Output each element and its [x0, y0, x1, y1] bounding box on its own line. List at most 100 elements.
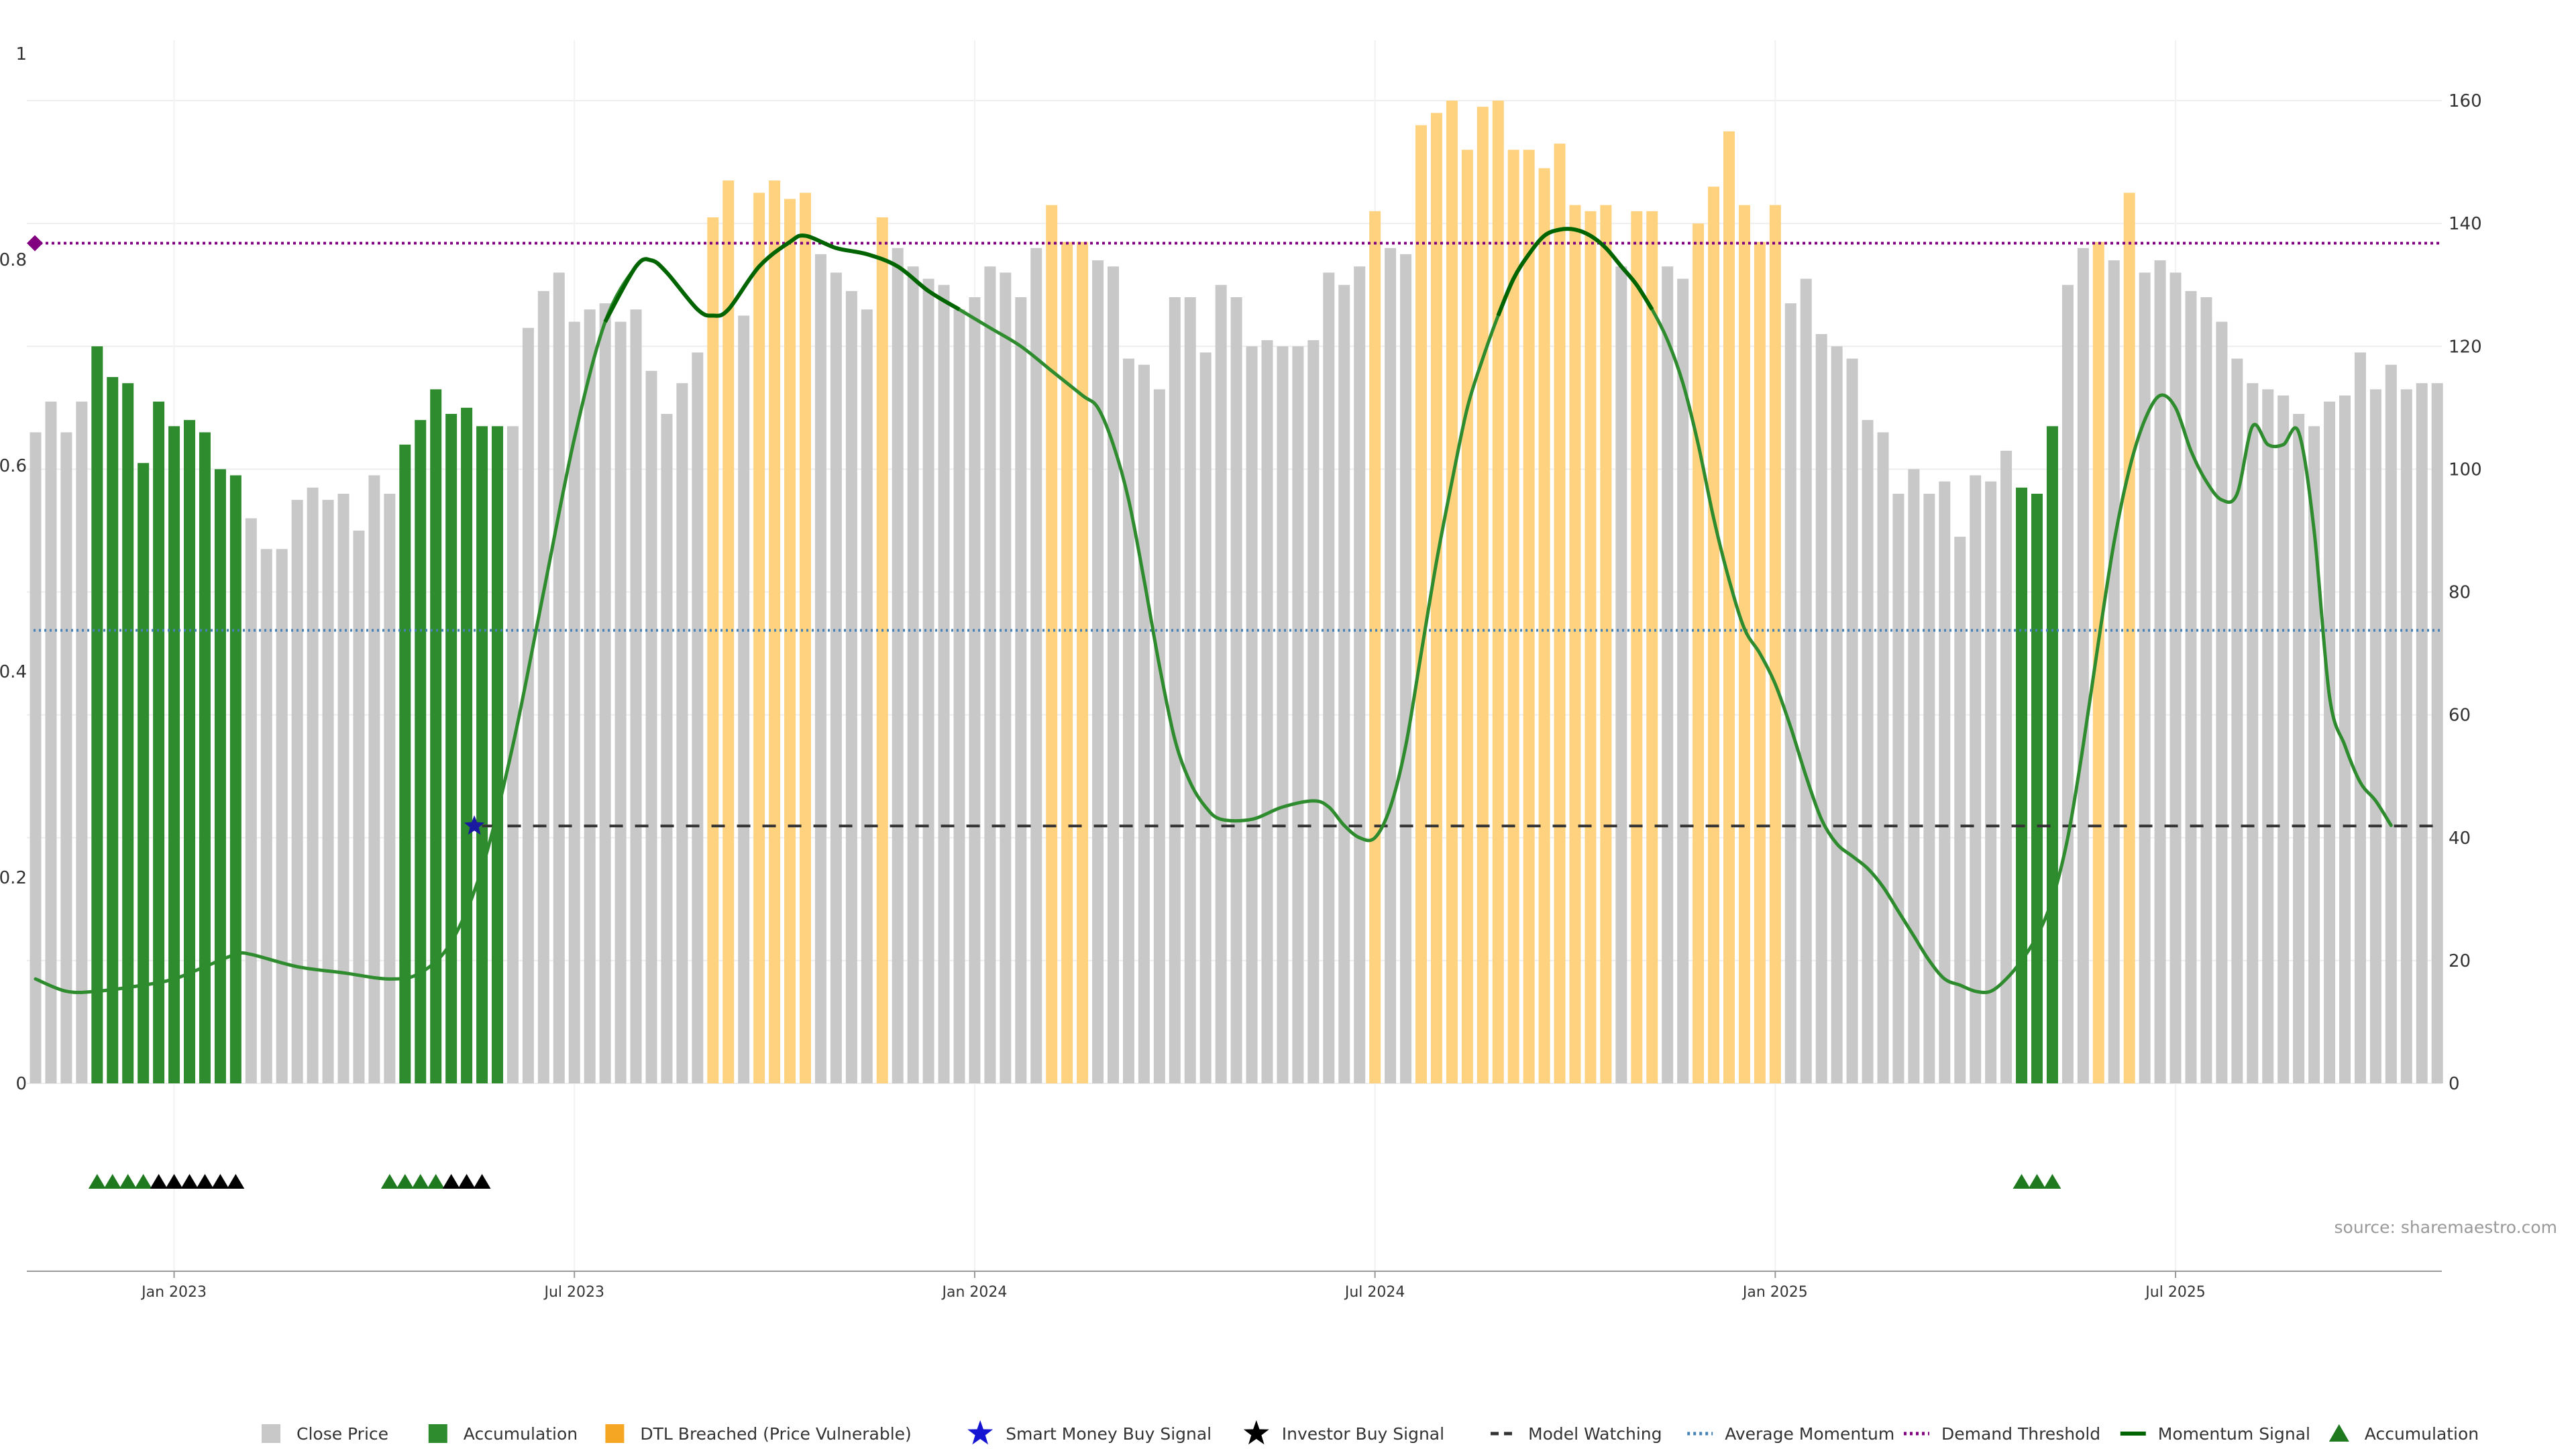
close-price-bar: [845, 290, 857, 1083]
close-price-bar: [1230, 297, 1242, 1083]
close-price-bar: [553, 272, 565, 1083]
left-axis-tick: 0: [15, 1074, 27, 1094]
close-price-bar: [245, 518, 257, 1083]
close-price-bar: [2324, 401, 2336, 1083]
right-axis-tick: 40: [2449, 828, 2471, 849]
left-axis-tick: 0.4: [0, 662, 27, 682]
breached-bar: [707, 217, 719, 1083]
close-price-bar: [2262, 389, 2274, 1083]
accumulation-bar: [229, 475, 241, 1083]
investor-buy-marker: [211, 1174, 229, 1189]
breached-bar: [784, 199, 796, 1083]
right-axis-tick: 20: [2449, 951, 2471, 971]
close-price-bar: [1846, 358, 1858, 1083]
breached-bar: [1061, 241, 1073, 1083]
close-price-bar: [907, 266, 919, 1083]
breached-bar: [1585, 211, 1597, 1083]
investor-buy-marker: [458, 1174, 476, 1189]
right-axis-tick: 140: [2449, 214, 2482, 234]
close-price-bar: [2000, 450, 2012, 1083]
breached-bar: [1077, 241, 1089, 1083]
legend: Close Price Accumulation DTL Breached (Pri…: [262, 1420, 2479, 1445]
legend-item: Average Momentum: [1687, 1424, 1894, 1444]
close-price-bar: [922, 278, 934, 1083]
close-price-bar: [276, 549, 288, 1083]
breached-bar: [2092, 241, 2104, 1083]
investor-buy-marker: [150, 1174, 168, 1189]
investor-buy-marker: [227, 1174, 245, 1189]
close-price-bar: [260, 549, 272, 1083]
close-price-bar: [45, 401, 57, 1083]
x-tick-label: Jan 2023: [140, 1284, 207, 1301]
legend-item: Model Watching: [1491, 1424, 1662, 1444]
close-price-bar: [353, 530, 365, 1083]
accumulation-bar: [184, 420, 195, 1083]
close-price-bar: [599, 303, 611, 1083]
close-price-bar: [645, 370, 657, 1083]
close-price-bar: [1108, 266, 1119, 1083]
close-price-bar: [830, 272, 842, 1083]
close-price-bar: [692, 352, 704, 1083]
breached-bar: [800, 193, 811, 1083]
close-price-bar: [2277, 395, 2290, 1083]
close-price-bar: [2200, 297, 2212, 1083]
close-price-bar: [1122, 358, 1134, 1083]
close-price-bar: [2293, 413, 2305, 1083]
legend-item: Close Price: [262, 1424, 388, 1444]
close-price-bar: [60, 432, 72, 1083]
legend-item: Smart Money Buy Signal: [967, 1420, 1212, 1445]
investor-buy-marker: [180, 1174, 199, 1189]
legend-label: Accumulation: [464, 1424, 578, 1444]
accumulation-bar: [199, 432, 211, 1083]
close-price-bar: [384, 494, 396, 1083]
close-price-bar: [1199, 352, 1212, 1083]
close-price-bar: [614, 321, 627, 1083]
close-price-bar: [2308, 426, 2320, 1083]
accumulation-bar: [168, 426, 180, 1083]
close-price-bar: [1877, 432, 1889, 1083]
close-price-bar: [30, 432, 42, 1083]
x-tick-label: Jan 2024: [941, 1284, 1007, 1301]
accumulation-bar: [214, 469, 226, 1083]
close-price-bar: [2247, 383, 2259, 1083]
close-price-bar: [2385, 364, 2397, 1083]
legend-item: Investor Buy Signal: [1243, 1420, 1444, 1445]
accumulation-bar: [461, 407, 473, 1083]
smart-money-star-icon: [967, 1420, 994, 1445]
close-price-bar: [1615, 266, 1627, 1083]
breached-bar: [1631, 211, 1643, 1083]
close-price-bar: [814, 254, 826, 1083]
legend-label: Accumulation: [2365, 1424, 2479, 1444]
close-price-bar: [1862, 420, 1874, 1083]
breached-bar: [753, 193, 765, 1083]
close-price-bar: [322, 500, 334, 1083]
close-price-bar: [2231, 358, 2243, 1083]
legend-label: Investor Buy Signal: [1282, 1424, 1444, 1444]
close-price-bar: [1277, 346, 1289, 1083]
accumulation-swatch: [428, 1424, 447, 1443]
close-price-bar: [2354, 352, 2366, 1083]
breached-bar: [1646, 211, 1658, 1083]
close-price-bar: [2339, 395, 2351, 1083]
close-price-bar: [1184, 297, 1196, 1083]
accumulation-triangle: [103, 1174, 121, 1189]
breached-bar: [1708, 186, 1720, 1083]
close-price-bar: [368, 475, 380, 1083]
accumulation-bar: [2031, 494, 2043, 1083]
close-price-bar: [1323, 272, 1335, 1083]
close-price-bar: [1292, 346, 1304, 1083]
breached-bar: [1477, 107, 1489, 1083]
accumulation-bar: [107, 377, 119, 1083]
breached-bar: [876, 217, 888, 1083]
close-price-bar: [1985, 481, 1997, 1083]
close-price-bar: [938, 284, 950, 1083]
breached-bar: [1492, 101, 1504, 1083]
close-price-bar: [1385, 248, 1397, 1083]
close-price-bar: [1153, 389, 1165, 1083]
source-label: source: sharemaestro.com: [2334, 1218, 2558, 1237]
close-price-bar: [1677, 278, 1689, 1083]
breached-bar: [1446, 101, 1458, 1083]
breached-bar: [1507, 150, 1519, 1083]
close-price-bar: [2108, 260, 2120, 1083]
accumulation-triangle: [88, 1174, 106, 1189]
